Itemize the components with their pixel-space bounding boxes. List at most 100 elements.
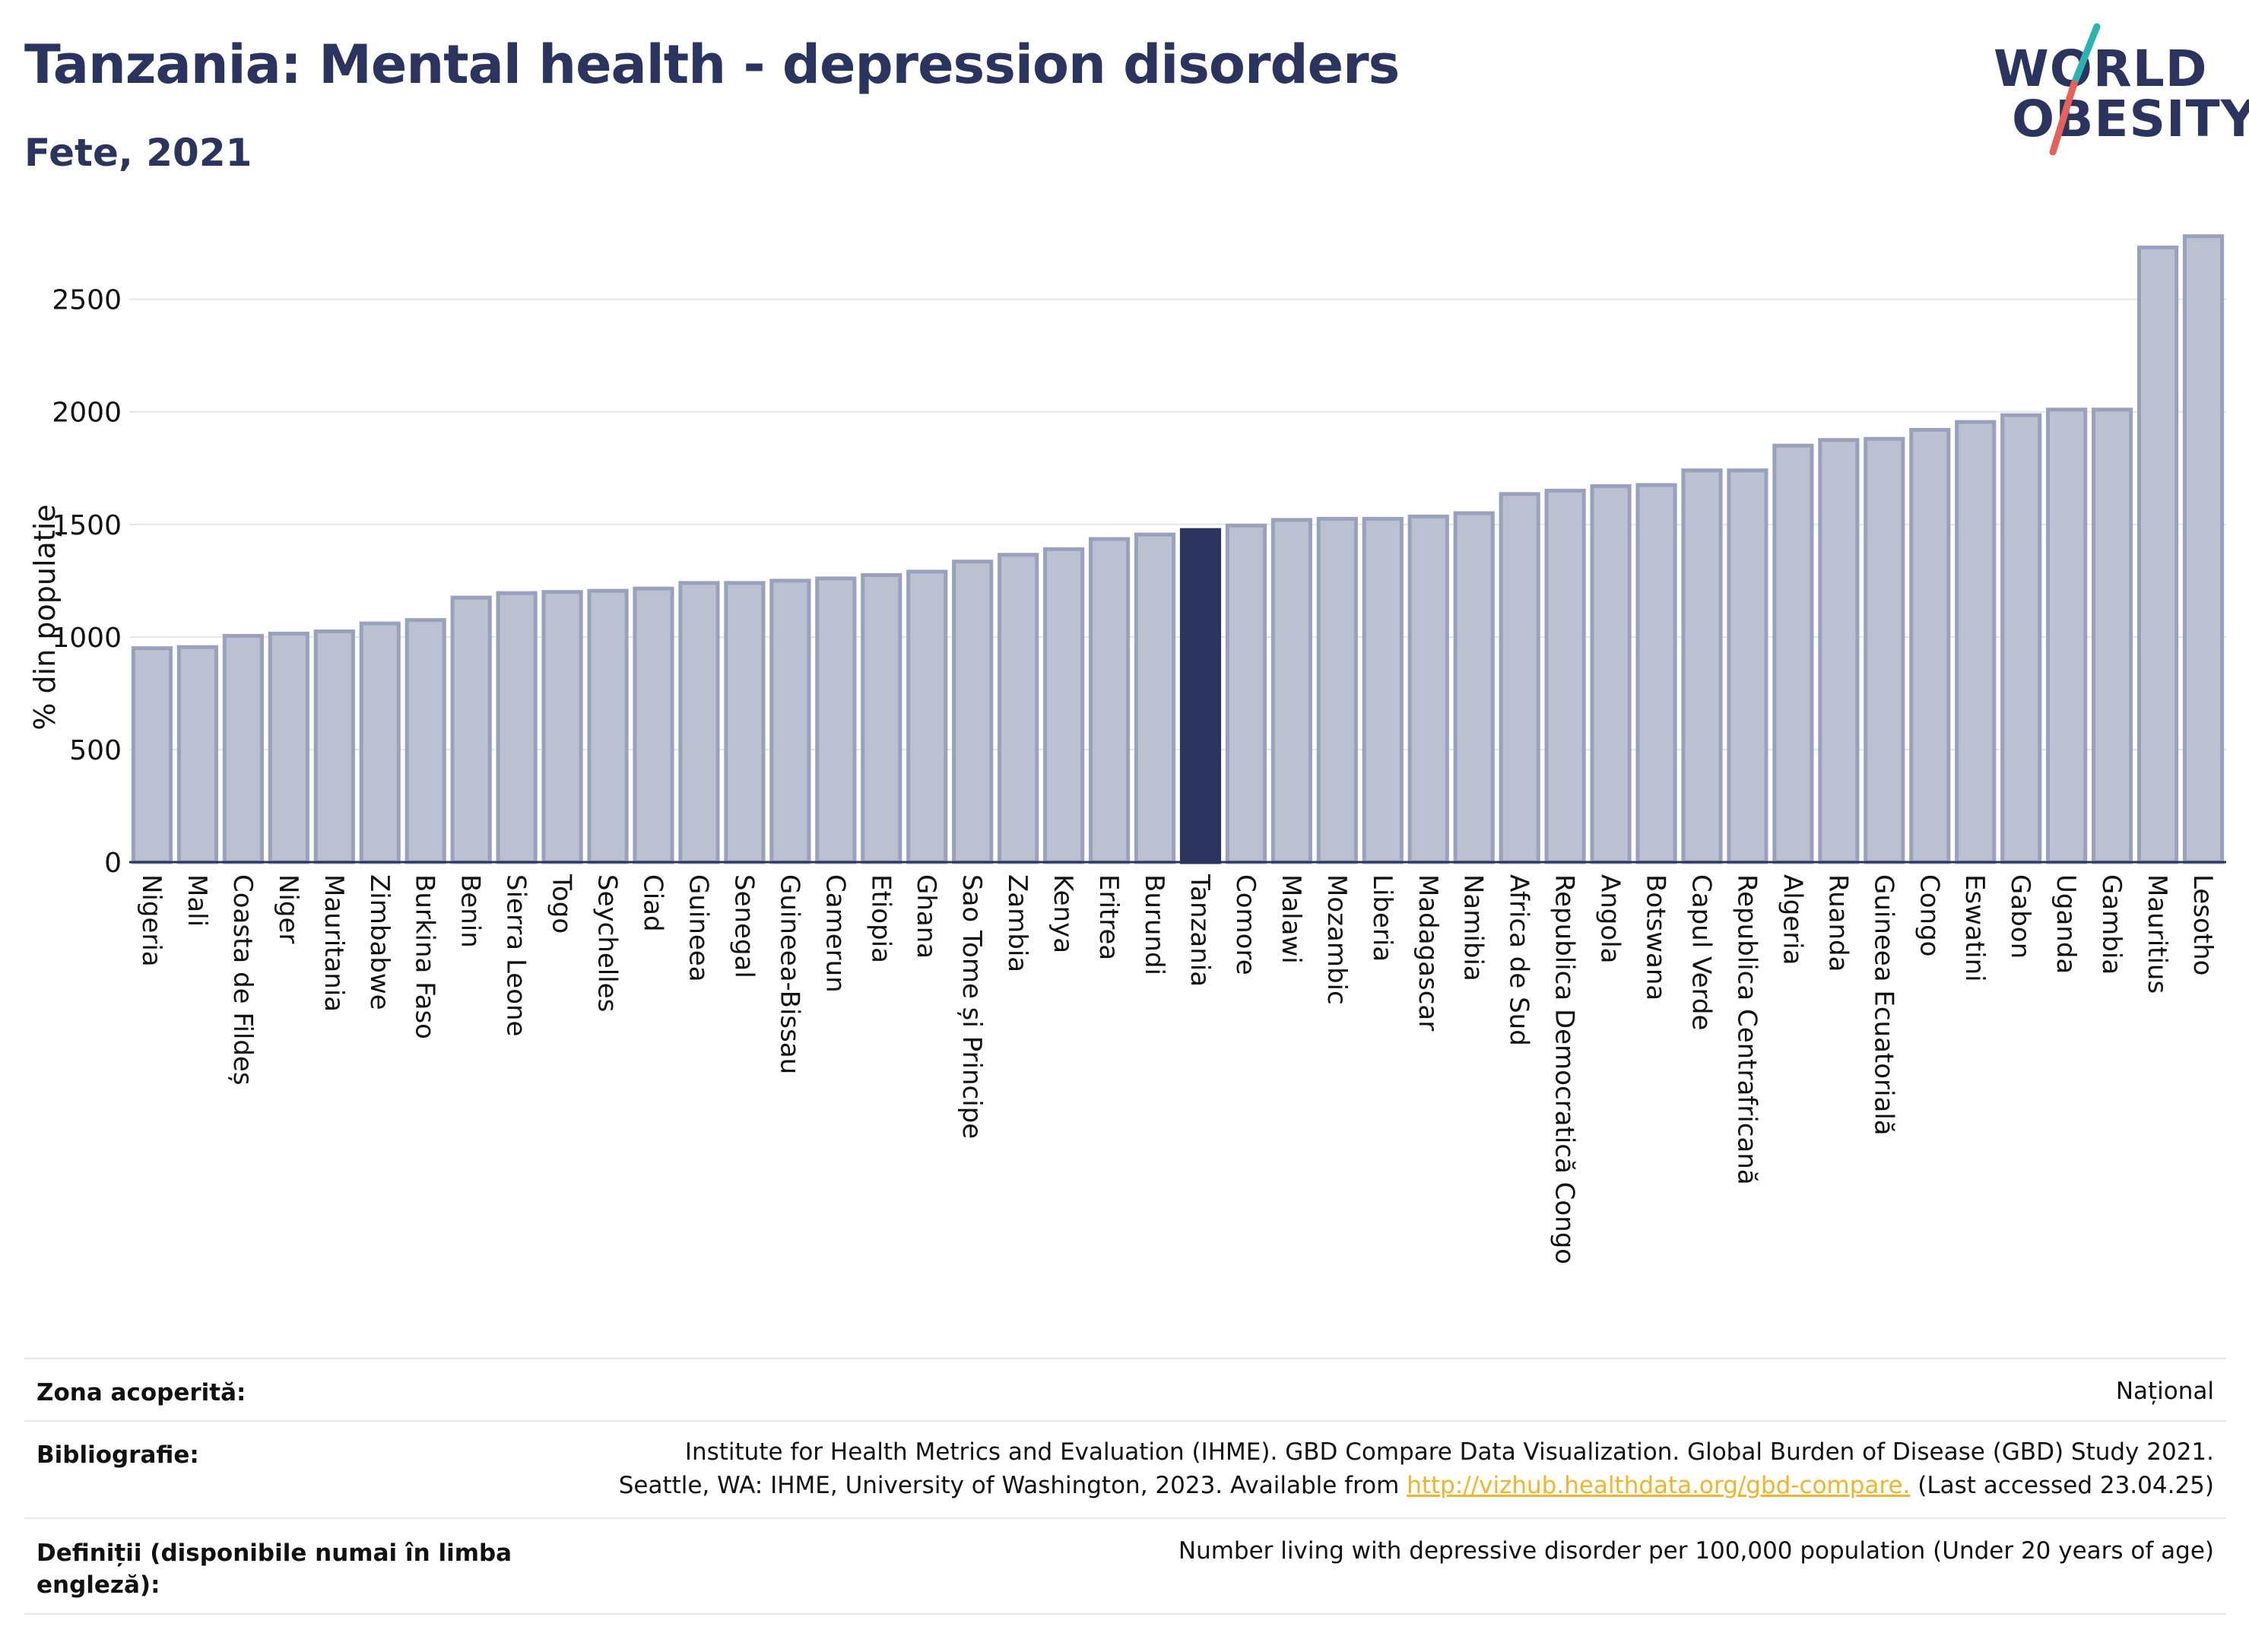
x-tick-label: Sao Tome și Principe: [956, 874, 987, 1139]
x-tick-label: Togo: [547, 874, 577, 934]
bar-etiopia: [861, 572, 902, 864]
bar-mauritius: [2136, 246, 2179, 864]
x-tick-label: Guineea: [683, 874, 713, 982]
bar-burkina-faso: [404, 618, 446, 864]
bar-guineea: [678, 581, 720, 864]
bar-namibia: [1453, 511, 1495, 864]
definitions-value: Number living with depressive disorder p…: [1178, 1537, 2214, 1565]
bar-madagascar: [1407, 514, 1449, 864]
x-tick-label: Coasta de Fildeș: [227, 874, 258, 1086]
bar-ciad: [633, 586, 674, 864]
x-tick-label: Camerun: [820, 874, 850, 993]
x-tick-label: Sierra Leone: [501, 874, 531, 1036]
bar-ruanda: [1818, 438, 1860, 864]
bar-benin: [450, 595, 492, 864]
x-tick-label: Burkina Faso: [410, 874, 440, 1039]
x-tick-label: Malawi: [1276, 874, 1306, 964]
bar-guineea-bissau: [769, 579, 811, 864]
coverage-label: Zona acoperită:: [36, 1379, 246, 1406]
bar-coasta-de-filde-: [222, 633, 264, 864]
x-tick-label: Liberia: [1367, 874, 1397, 962]
x-tick-label: Botswana: [1641, 874, 1671, 1000]
logo-text-line2: OBESITY: [2012, 90, 2249, 148]
bar-eswatini: [1955, 420, 1997, 864]
x-tick-label: Ciad: [638, 874, 668, 932]
bar-lesotho: [2182, 234, 2225, 864]
x-tick-label: Algeria: [1777, 874, 1807, 965]
logo-text-line1: WORLD: [1994, 40, 2208, 98]
y-axis-title: % din populație: [28, 504, 62, 730]
x-tick-label: Seychelles: [592, 874, 623, 1012]
bar-mauritania: [313, 629, 355, 864]
bibliography-value: Institute for Health Metrics and Evaluat…: [619, 1435, 2214, 1502]
bar-niger: [268, 631, 309, 864]
x-tick-label: Lesotho: [2187, 874, 2218, 975]
bar-tanzania: [1179, 528, 1222, 864]
y-tick-label: 0: [104, 848, 122, 879]
bar-uganda: [2046, 407, 2088, 864]
x-tick-label: Kenya: [1048, 874, 1078, 953]
world-obesity-logo: WORLD OBESITY: [1984, 23, 2249, 160]
bibliography-line2-post: (Last accessed 23.04.25): [1918, 1472, 2214, 1499]
bar-congo: [1909, 427, 1951, 864]
bar-zambia: [998, 553, 1039, 864]
definitions-label-line2: engleză):: [36, 1571, 160, 1599]
bibliography-line1: Institute for Health Metrics and Evaluat…: [684, 1438, 2214, 1466]
bar-mali: [176, 645, 219, 864]
x-tick-label: Gabon: [2005, 874, 2035, 959]
x-tick-label: Benin: [455, 874, 486, 948]
bar-capul-verde: [1681, 468, 1723, 864]
definitions-label: Definiții (disponibile numai în limba en…: [36, 1537, 512, 1601]
x-tick-label: Mauritius: [2142, 874, 2172, 994]
x-tick-label: Republica Centrafricană: [1731, 874, 1762, 1185]
x-tick-label: Ghana: [911, 874, 941, 959]
coverage-row: Zona acoperită: Național: [24, 1358, 2226, 1422]
x-tick-label: Comore: [1230, 874, 1261, 975]
x-axis-labels: Nigeria Mali Coasta de Fildeș Niger Mauritan…: [136, 874, 2218, 1264]
x-tick-label: Mauritania: [319, 874, 349, 1012]
logo-slash-icon: [2049, 23, 2101, 156]
bar-mozambic: [1316, 516, 1358, 864]
bar-guineea-ecuatorial-: [1864, 436, 1905, 864]
x-tick-label: Guineea-Bissau: [774, 874, 804, 1074]
x-tick-label: Zambia: [1002, 874, 1033, 972]
source-link[interactable]: http://vizhub.healthdata.org/gbd-compare…: [1407, 1472, 1911, 1499]
x-tick-label: Congo: [1914, 874, 1944, 956]
bar-zimbabwe: [359, 621, 401, 864]
x-tick-label: Africa de Sud: [1504, 874, 1534, 1046]
bar-eritrea: [1088, 537, 1131, 864]
bar-sao-tome-i-principe: [952, 560, 994, 864]
y-tick-label: 1000: [52, 623, 122, 654]
bar-camerun: [815, 576, 857, 864]
bar-sierra-leone: [496, 591, 538, 864]
bar-comore: [1225, 523, 1267, 864]
x-tick-label: Senegal: [728, 874, 759, 978]
x-tick-label: Republica Democratică Congo: [1550, 874, 1580, 1264]
bar-nigeria: [131, 646, 173, 864]
bar-gambia: [2092, 407, 2133, 864]
bar-togo: [541, 590, 583, 864]
bar-republica-centrafrican-: [1727, 468, 1768, 864]
bar-africa-de-sud: [1499, 492, 1540, 864]
x-tick-label: Nigeria: [136, 874, 167, 967]
bibliography-line2-pre: Seattle, WA: IHME, University of Washing…: [618, 1472, 1400, 1499]
bibliography-line2: Seattle, WA: IHME, University of Washing…: [619, 1469, 2214, 1502]
x-tick-label: Guineea Ecuatorială: [1868, 874, 1898, 1136]
x-tick-label: Madagascar: [1413, 874, 1443, 1031]
y-tick-label: 2000: [52, 398, 122, 429]
x-tick-label: Gambia: [2096, 874, 2127, 975]
y-tick-label: 500: [69, 735, 122, 766]
bar-gabon: [2000, 413, 2042, 864]
bar-republica-democratic-congo: [1544, 488, 1586, 864]
bar-liberia: [1362, 516, 1404, 864]
bar-ghana: [906, 569, 948, 864]
x-tick-label: Eritrea: [1093, 874, 1124, 960]
x-tick-label: Etiopia: [865, 874, 896, 963]
bar-senegal: [724, 581, 766, 864]
x-tick-label: Capul Verde: [1686, 874, 1717, 1030]
definitions-label-line1: Definiții (disponibile numai în limba: [36, 1539, 512, 1567]
page-title: Tanzania: Mental health - depression dis…: [24, 33, 1400, 96]
x-tick-label: Mali: [182, 874, 212, 927]
x-tick-label: Ruanda: [1822, 874, 1853, 972]
bar-botswana: [1635, 483, 1677, 864]
